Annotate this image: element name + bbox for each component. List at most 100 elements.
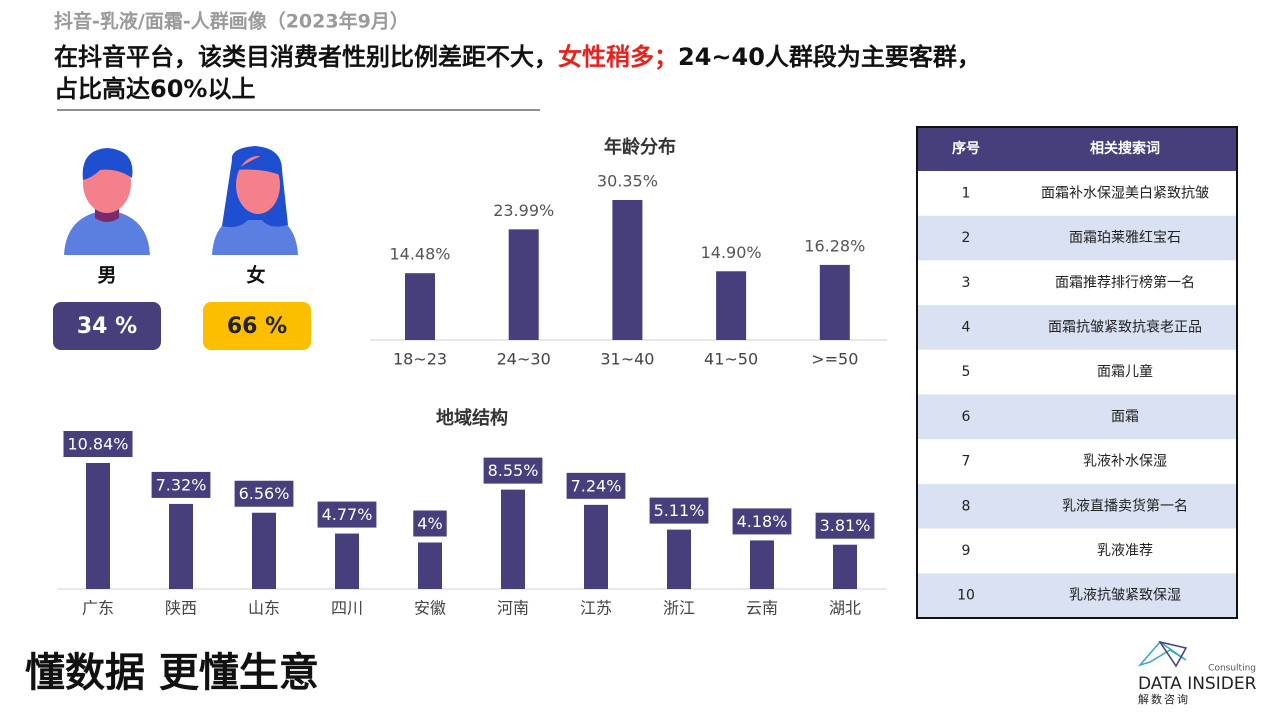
gender-label: 男 <box>97 265 116 287</box>
headline: 在抖音平台，该类目消费者性别比例差距不大，女性稍多；24~40人群段为主要客群， <box>54 43 981 71</box>
bar <box>667 529 691 589</box>
table-cell: 面霜珀莱雅红宝石 <box>1069 230 1181 246</box>
table-row <box>917 171 1237 216</box>
value-label: 5.11% <box>654 501 705 520</box>
brand-tag: Consulting <box>1208 664 1256 674</box>
brand-cn: 解数咨询 <box>1138 692 1190 706</box>
subtitle: 抖音-乳液/面霜-人群画像（2023年9月） <box>54 10 409 33</box>
label-box <box>483 457 543 484</box>
label-box <box>732 508 792 535</box>
table-cell: 乳液抗皱紧致保湿 <box>1069 588 1181 604</box>
table-row <box>917 349 1237 395</box>
value-label: 3.81% <box>820 516 871 535</box>
table-cell: 面霜推荐排行榜第一名 <box>1055 274 1195 291</box>
gender-share: 34 % <box>77 314 137 339</box>
keyword-table: 序号 相关搜索词 1 面霜补水保湿美白紧致抗皱 2 面霜珀莱雅红宝石 3 面霜推荐排行榜第一名… <box>916 126 1238 619</box>
value-label: 8.55% <box>488 461 539 480</box>
value-label: 14.90% <box>701 243 762 262</box>
value-label: 30.35% <box>597 172 658 191</box>
value-label: 4.18% <box>737 512 788 531</box>
value-label: 10.84% <box>67 435 128 454</box>
table-cell: 6 <box>962 409 971 425</box>
table-row <box>917 305 1237 350</box>
bar <box>819 264 850 340</box>
x-tick-label: 陕西 <box>165 599 197 618</box>
bar <box>716 271 747 340</box>
x-tick-label: 江苏 <box>580 599 612 618</box>
table-cell: 乳液直播卖货第一名 <box>1062 497 1188 514</box>
value-label: 7.24% <box>571 476 622 495</box>
table-cell: 面霜抗皱紧致抗衰老正品 <box>1048 318 1202 335</box>
gender-box <box>203 302 311 350</box>
value-label: 4.77% <box>322 505 373 524</box>
table-row <box>917 573 1237 618</box>
x-tick-label: 41~50 <box>704 350 758 369</box>
bar <box>833 544 857 589</box>
bar <box>750 540 774 589</box>
bar <box>169 503 193 589</box>
table-cell: 9 <box>962 543 971 559</box>
slogan: 懂数据 更懂生意 <box>25 650 319 696</box>
x-tick-label: 24~30 <box>497 350 551 369</box>
table-cell: 5 <box>962 364 971 380</box>
x-tick-label: 四川 <box>331 599 363 618</box>
table-cell: 1 <box>962 185 971 201</box>
table-row <box>917 394 1237 440</box>
table-cell: 7 <box>962 454 971 470</box>
bar <box>335 533 359 589</box>
column-header: 序号 <box>952 140 980 157</box>
chart-title: 地域结构 <box>436 407 508 429</box>
x-tick-label: 浙江 <box>663 599 695 618</box>
value-label: 4% <box>417 514 442 533</box>
headline-part: 24~40人群段为主要客群， <box>678 43 981 71</box>
chart-title: 年龄分布 <box>604 136 676 158</box>
table-row <box>917 215 1237 261</box>
column-header: 相关搜索词 <box>1090 140 1160 157</box>
bar <box>508 229 539 340</box>
gender-box <box>53 302 161 350</box>
label-box <box>151 471 211 498</box>
table-cell: 4 <box>962 319 971 335</box>
table-cell: 3 <box>962 275 971 291</box>
gender-share: 66 % <box>227 314 287 339</box>
x-tick-label: >=50 <box>811 350 858 369</box>
label-box <box>413 510 447 537</box>
x-tick-label: 河南 <box>497 599 529 618</box>
bar <box>252 512 276 589</box>
female-icon <box>212 146 298 255</box>
table-cell: 面霜补水保湿美白紧致抗皱 <box>1041 185 1209 201</box>
label-box <box>317 501 377 528</box>
label-box <box>63 431 133 457</box>
headline-highlight: 女性稍多； <box>558 43 678 71</box>
table-cell: 8 <box>962 498 971 514</box>
table-cell: 乳液补水保湿 <box>1083 454 1167 470</box>
bar <box>501 489 525 589</box>
gender-label: 女 <box>246 264 265 287</box>
brand: DATA INSIDER <box>1138 674 1257 694</box>
table-cell: 乳液准荐 <box>1097 543 1153 559</box>
x-tick-label: 湖北 <box>829 599 861 618</box>
table-cell: 2 <box>962 230 971 246</box>
table-row <box>917 483 1237 529</box>
table-cell: 面霜 <box>1111 409 1139 425</box>
x-tick-label: 广东 <box>82 599 114 618</box>
value-label: 6.56% <box>239 484 290 503</box>
bar <box>584 504 608 589</box>
headline: 占比高达60%以上 <box>54 75 255 103</box>
headline-part: 在抖音平台，该类目消费者性别比例差距不大， <box>54 43 558 71</box>
table-cell: 10 <box>957 588 975 604</box>
logo: Consulting DATA INSIDER 解数咨询 <box>1137 640 1257 706</box>
table-cell: 面霜儿童 <box>1097 363 1153 380</box>
value-label: 7.32% <box>156 475 207 494</box>
x-tick-label: 安徽 <box>414 599 446 618</box>
x-tick-label: 山东 <box>248 599 280 618</box>
table-row <box>917 439 1237 484</box>
value-label: 14.48% <box>389 245 450 264</box>
value-label: 16.28% <box>804 236 865 255</box>
value-label: 23.99% <box>493 201 554 220</box>
x-tick-label: 18~23 <box>393 350 447 369</box>
x-tick-label: 云南 <box>746 599 778 618</box>
table-border <box>916 126 1238 619</box>
label-box <box>234 480 294 507</box>
